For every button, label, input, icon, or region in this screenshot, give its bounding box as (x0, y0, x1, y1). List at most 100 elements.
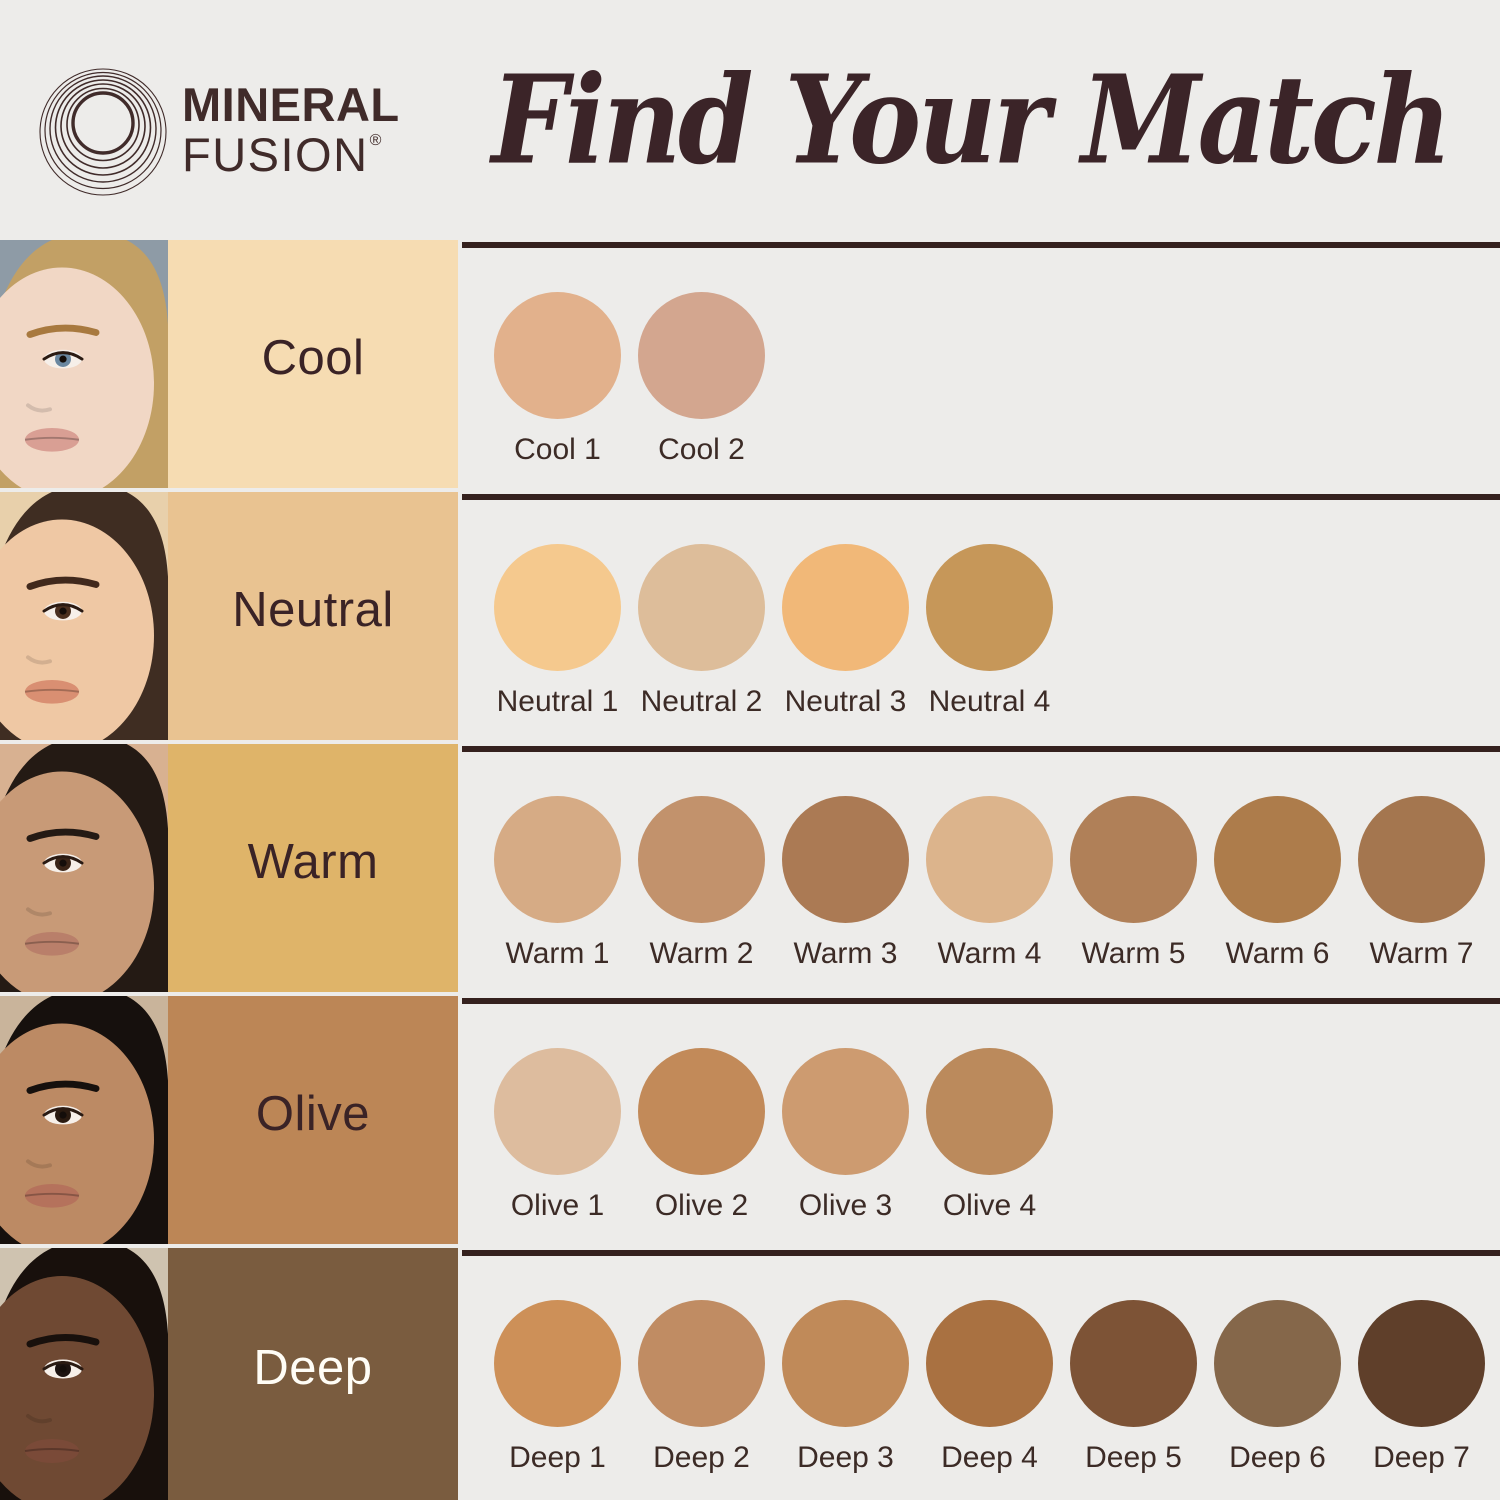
shade-swatch-color (782, 544, 909, 671)
shade-swatch-label: Deep 1 (509, 1441, 606, 1474)
deep-model-photo (0, 1248, 168, 1500)
shade-row-olive: Olive Olive 1 Olive 2 Olive 3 Olive 4 (0, 996, 1500, 1248)
shade-swatch-color (638, 292, 765, 419)
model-face-illustration (0, 744, 168, 992)
header: MINERAL FUSION ® Find Your Match (0, 0, 1500, 240)
shade-swatch: Deep 7 (1358, 1256, 1485, 1500)
shade-swatch-color (782, 1048, 909, 1175)
shade-swatch: Deep 3 (782, 1256, 909, 1500)
shade-swatch: Olive 4 (926, 1004, 1053, 1248)
shade-swatch: Warm 5 (1070, 752, 1197, 996)
shade-swatch-color (638, 796, 765, 923)
shade-row-cool: Cool Cool 1 Cool 2 (0, 240, 1500, 492)
shade-swatch-label: Neutral 2 (640, 685, 763, 718)
shade-row-warm: Warm Warm 1 Warm 2 Warm 3 Warm 4 Warm 5 … (0, 744, 1500, 996)
shade-swatch-label: Warm 5 (1081, 937, 1186, 970)
shade-swatch-color (1070, 796, 1197, 923)
shade-swatch-color (926, 544, 1053, 671)
model-face-illustration (0, 996, 168, 1244)
shade-swatch-label: Cool 2 (658, 433, 745, 466)
brand-name-mineral: MINERAL (182, 77, 400, 131)
brand-name: MINERAL FUSION ® (182, 81, 400, 178)
shade-swatch: Deep 5 (1070, 1256, 1197, 1500)
shade-swatch-label: Deep 6 (1229, 1441, 1326, 1474)
shade-swatch-label: Warm 7 (1369, 937, 1474, 970)
shade-swatch: Warm 7 (1358, 752, 1485, 996)
deep-undertone-label-block: Deep (168, 1248, 458, 1500)
shade-swatch-label: Deep 2 (653, 1441, 750, 1474)
olive-model-photo (0, 996, 168, 1244)
cool-undertone-label-block: Cool (168, 240, 458, 488)
registered-trademark-symbol: ® (369, 131, 383, 149)
shade-swatch: Olive 2 (638, 1004, 765, 1248)
cool-model-photo (0, 240, 168, 488)
shade-swatch-label: Olive 3 (798, 1189, 893, 1222)
shade-swatch: Neutral 3 (782, 500, 909, 744)
olive-undertone-label-block: Olive (168, 996, 458, 1244)
swatch-strip: Warm 1 Warm 2 Warm 3 Warm 4 Warm 5 Warm … (462, 746, 1500, 996)
shade-swatch-label: Warm 6 (1225, 937, 1330, 970)
shade-swatch: Neutral 2 (638, 500, 765, 744)
shade-swatch-color (638, 544, 765, 671)
undertone-label: Neutral (232, 583, 394, 637)
shade-swatch-label: Neutral 4 (928, 685, 1051, 718)
shade-swatch-color (1070, 1300, 1197, 1427)
model-face-illustration (0, 240, 168, 488)
shade-swatch-color (1214, 1300, 1341, 1427)
shade-swatch-label: Warm 1 (505, 937, 610, 970)
shade-swatch-color (1358, 796, 1485, 923)
swatch-strip: Cool 1 Cool 2 (462, 242, 1500, 492)
undertone-label: Warm (247, 835, 379, 889)
shade-swatch: Neutral 4 (926, 500, 1053, 744)
shade-swatch-color (638, 1048, 765, 1175)
shade-swatch-color (782, 1300, 909, 1427)
shade-swatch: Cool 2 (638, 248, 765, 492)
shade-swatch-color (1214, 796, 1341, 923)
model-face-illustration (0, 492, 168, 740)
swatch-strip: Deep 1 Deep 2 Deep 3 Deep 4 Deep 5 Deep … (462, 1250, 1500, 1500)
shade-swatch-color (638, 1300, 765, 1427)
shade-swatch: Deep 1 (494, 1256, 621, 1500)
shade-swatch: Deep 6 (1214, 1256, 1341, 1500)
swatch-strip: Olive 1 Olive 2 Olive 3 Olive 4 (462, 998, 1500, 1248)
shade-swatch-label: Cool 1 (514, 433, 601, 466)
shade-swatch: Warm 2 (638, 752, 765, 996)
shade-swatch-color (494, 1048, 621, 1175)
neutral-undertone-label-block: Neutral (168, 492, 458, 740)
shade-swatch-color (1358, 1300, 1485, 1427)
shade-swatch-color (926, 1300, 1053, 1427)
warm-undertone-label-block: Warm (168, 744, 458, 992)
undertone-label: Olive (255, 1087, 371, 1141)
shade-swatch: Cool 1 (494, 248, 621, 492)
shade-swatch-label: Neutral 3 (784, 685, 907, 718)
shade-swatch-color (494, 544, 621, 671)
page-title: Find Your Match (491, 48, 1451, 192)
shade-swatch-color (494, 1300, 621, 1427)
shade-swatch: Warm 4 (926, 752, 1053, 996)
model-face-illustration (0, 1248, 168, 1500)
shade-swatch-color (926, 1048, 1053, 1175)
shade-swatch-color (494, 796, 621, 923)
swatch-strip: Neutral 1 Neutral 2 Neutral 3 Neutral 4 (462, 494, 1500, 744)
shade-swatch-color (926, 796, 1053, 923)
shade-swatch: Warm 3 (782, 752, 909, 996)
shade-swatch-label: Deep 4 (941, 1441, 1038, 1474)
brand-logo: MINERAL FUSION ® (36, 62, 400, 196)
warm-model-photo (0, 744, 168, 992)
shade-swatch: Deep 2 (638, 1256, 765, 1500)
shade-swatch: Deep 4 (926, 1256, 1053, 1500)
shade-swatch-label: Warm 3 (793, 937, 898, 970)
shade-swatch-label: Olive 2 (654, 1189, 749, 1222)
shade-swatch: Warm 1 (494, 752, 621, 996)
shade-swatch-color (782, 796, 909, 923)
shade-swatch: Warm 6 (1214, 752, 1341, 996)
shade-table: Cool Cool 1 Cool 2 (0, 240, 1500, 1500)
shade-swatch: Olive 1 (494, 1004, 621, 1248)
shade-swatch-label: Warm 2 (649, 937, 754, 970)
undertone-label: Deep (253, 1341, 373, 1395)
shade-row-neutral: Neutral Neutral 1 Neutral 2 Neutral 3 Ne… (0, 492, 1500, 744)
brand-name-fusion: FUSION ® (182, 127, 383, 181)
shade-swatch-label: Deep 3 (797, 1441, 894, 1474)
shade-row-deep: Deep Deep 1 Deep 2 Deep 3 Deep 4 Deep 5 … (0, 1248, 1500, 1500)
shade-swatch-label: Deep 7 (1373, 1441, 1470, 1474)
